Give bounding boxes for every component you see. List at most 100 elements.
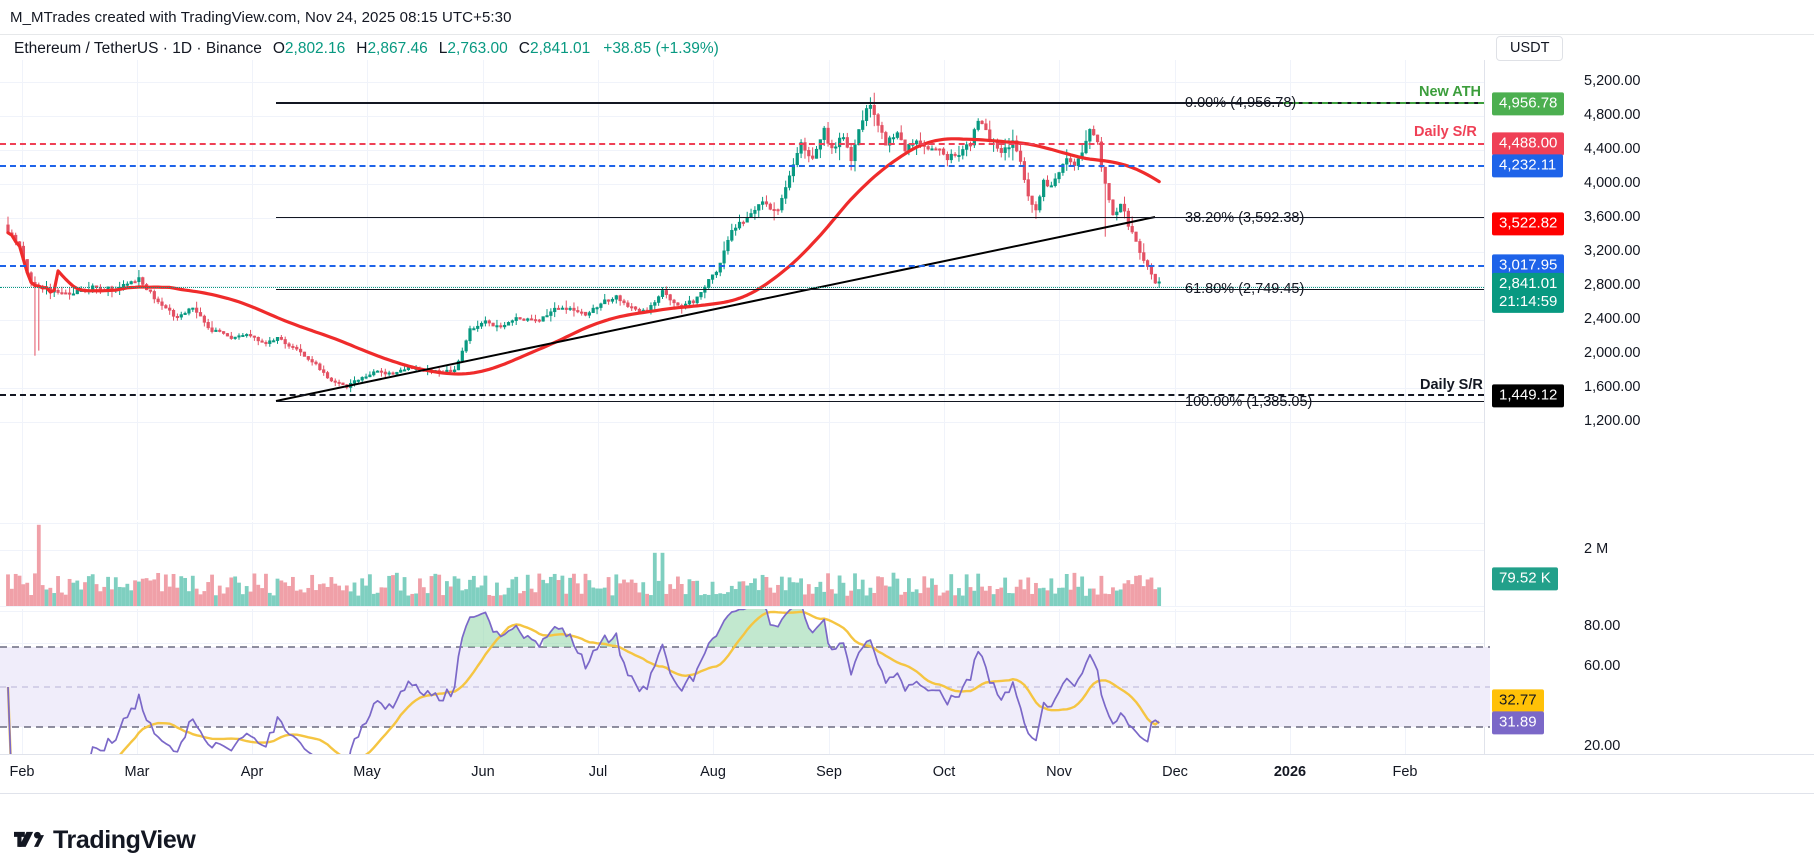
gridline-vertical xyxy=(1175,522,1176,607)
price-badge-daily-sr-s: 1,449.12 xyxy=(1492,384,1565,408)
gridline-vertical xyxy=(367,522,368,607)
gridline-vertical xyxy=(1290,522,1291,607)
rsi-plot[interactable] xyxy=(0,609,1490,754)
symbol-legend: Ethereum / TetherUS · 1D · Binance O 2,80… xyxy=(14,40,719,58)
time-tick: Jun xyxy=(471,764,495,780)
legend-high-key: H xyxy=(356,40,368,57)
gridline-vertical xyxy=(137,522,138,607)
attribution-bar: M_MTrades created with TradingView.com, … xyxy=(0,0,1814,34)
fib-line-100[interactable] xyxy=(276,401,1484,402)
gridline xyxy=(0,606,1484,607)
blue-level-lower-line[interactable] xyxy=(0,265,1484,267)
time-axis[interactable]: Feb Mar Apr May Jun Jul Aug Sep Oct Nov … xyxy=(0,754,1814,794)
blue-level-upper-line[interactable] xyxy=(0,165,1484,167)
legend-low-value: 2,763.00 xyxy=(447,40,508,57)
price-badge-new-ath: 4,956.78 xyxy=(1492,92,1565,116)
legend-close-value: 2,841.01 xyxy=(529,40,591,57)
gridline-vertical xyxy=(1059,522,1060,607)
gridline-vertical xyxy=(1405,60,1406,520)
price-badge-last-value: 2,841.01 xyxy=(1499,274,1558,292)
time-tick: Oct xyxy=(932,764,956,780)
new-ath-line[interactable] xyxy=(1283,102,1484,104)
fib-line-0[interactable] xyxy=(276,102,1484,104)
fib-label-618: 61.80% (2,749.45) xyxy=(1185,281,1305,297)
fib-line-618[interactable] xyxy=(276,289,1484,290)
gridline xyxy=(0,550,1484,551)
axis-divider xyxy=(1484,60,1485,754)
price-badge-countdown: 21:14:59 xyxy=(1499,292,1558,310)
rsi-series xyxy=(0,609,1490,754)
legend-open-value: 2,802.16 xyxy=(284,40,346,57)
study-tag-daily-sr-lower: Daily S/R xyxy=(1420,377,1483,393)
time-tick: Sep xyxy=(816,764,842,780)
legend-high-value: 2,867.46 xyxy=(367,40,428,57)
gridline-vertical xyxy=(713,60,714,520)
time-tick-year: 2026 xyxy=(1273,764,1307,780)
currency-chip[interactable]: USDT xyxy=(1496,36,1564,61)
legend-low-key: L xyxy=(438,40,448,57)
legend-change: +38.85 (+1.39%) xyxy=(603,40,719,57)
volume-plot[interactable] xyxy=(0,522,1490,607)
gridline xyxy=(0,150,1484,151)
gridline-vertical xyxy=(1290,60,1291,520)
gridline-vertical xyxy=(137,60,138,520)
volume-series xyxy=(6,524,1162,606)
volume-pane: 2 M 79.52 K xyxy=(0,522,1814,607)
time-axis-divider xyxy=(0,793,1814,794)
gridline xyxy=(0,523,1484,524)
current-price-line xyxy=(0,287,1484,288)
gridline xyxy=(0,286,1484,287)
gridline-vertical xyxy=(483,522,484,607)
price-pane: New ATH Daily S/R Daily S/R 0.00% (4,956… xyxy=(0,60,1814,520)
fib-label-0: 0.00% (4,956.78) xyxy=(1185,95,1297,111)
price-badge-blue-upper: 4,232.11 xyxy=(1492,154,1564,178)
price-badge-blue-lower: 3,017.95 xyxy=(1492,254,1565,278)
gridline-vertical xyxy=(1059,60,1060,520)
gridline xyxy=(0,218,1484,219)
fib-label-382: 38.20% (3,592.38) xyxy=(1185,210,1305,226)
time-tick: Dec xyxy=(1162,764,1188,780)
daily-sr-resistance-line[interactable] xyxy=(0,143,1484,145)
price-badge-last: 2,841.01 21:14:59 xyxy=(1492,272,1565,314)
gridline-vertical xyxy=(944,522,945,607)
rsi-pane: 80.00 60.00 20.00 32.77 31.89 xyxy=(0,609,1814,754)
gridline xyxy=(0,354,1484,355)
gridline-vertical xyxy=(252,60,253,520)
rsi-badge-ma: 32.77 xyxy=(1492,689,1544,713)
gridline-vertical xyxy=(944,60,945,520)
gridline-vertical xyxy=(829,60,830,520)
time-tick: Mar xyxy=(124,764,150,780)
gridline-vertical xyxy=(367,60,368,520)
attribution-divider xyxy=(0,34,1814,35)
gridline xyxy=(0,82,1484,83)
gridline-vertical xyxy=(1175,60,1176,520)
daily-sr-support-line[interactable] xyxy=(0,394,1484,396)
volume-badge-last: 79.52 K xyxy=(1492,567,1558,591)
time-tick: Nov xyxy=(1046,764,1072,780)
tradingview-glyph-icon xyxy=(14,831,44,847)
fib-line-382[interactable] xyxy=(276,217,1484,218)
legend-symbol[interactable]: Ethereum / TetherUS · 1D · Binance xyxy=(14,40,262,57)
fib-label-100: 100.00% (1,385.05) xyxy=(1185,394,1313,410)
gridline xyxy=(0,422,1484,423)
time-tick: Aug xyxy=(700,764,726,780)
gridline-vertical xyxy=(22,522,23,607)
tradingview-logo[interactable]: TradingView xyxy=(14,826,196,855)
gridline-vertical xyxy=(598,522,599,607)
study-tag-new-ath: New ATH xyxy=(1419,84,1482,100)
time-tick: May xyxy=(353,764,381,780)
gridline xyxy=(0,252,1484,253)
tradingview-wordmark: TradingView xyxy=(53,826,196,854)
time-tick: Jul xyxy=(588,764,608,780)
legend-close-key: C xyxy=(518,40,530,57)
gridline xyxy=(0,388,1484,389)
price-badge-daily-sr-r: 4,488.00 xyxy=(1492,132,1565,156)
gridline-vertical xyxy=(1405,522,1406,607)
time-tick: Apr xyxy=(240,764,264,780)
gridline xyxy=(0,184,1484,185)
rsi-badge-rsi: 31.89 xyxy=(1492,711,1544,735)
gridline xyxy=(0,320,1484,321)
gridline-vertical xyxy=(598,60,599,520)
attribution-text: M_MTrades created with TradingView.com, … xyxy=(10,8,512,26)
